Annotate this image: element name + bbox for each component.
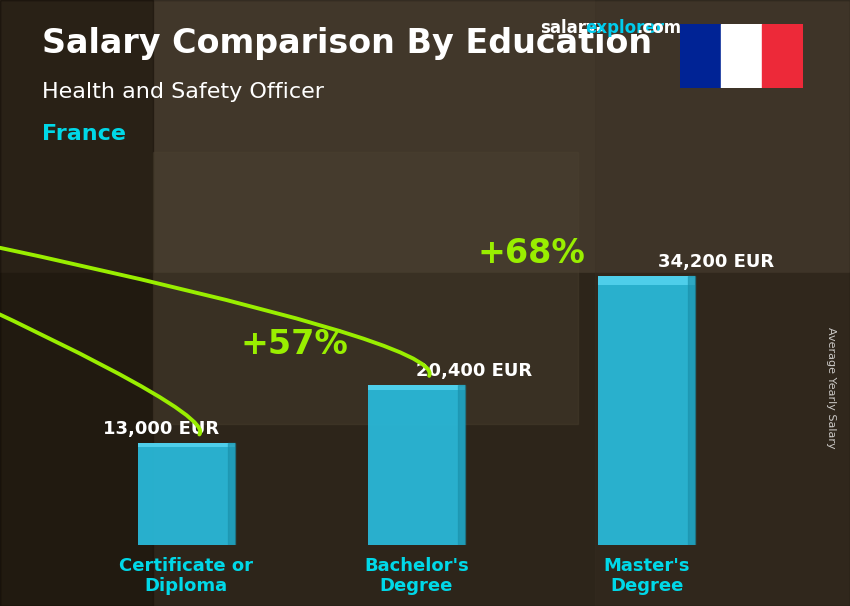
Bar <box>598 276 695 545</box>
Text: .com: .com <box>636 19 681 38</box>
Bar <box>368 385 465 545</box>
Bar <box>688 276 695 545</box>
Bar <box>138 443 235 447</box>
Text: salary: salary <box>540 19 597 38</box>
Bar <box>458 385 465 545</box>
Text: 13,000 EUR: 13,000 EUR <box>103 420 219 438</box>
Bar <box>595 0 850 606</box>
Bar <box>153 152 578 424</box>
Bar <box>680 24 721 88</box>
Bar <box>138 443 235 545</box>
Bar <box>0 0 850 273</box>
Bar <box>762 24 803 88</box>
Text: +68%: +68% <box>478 238 586 270</box>
Text: Health and Safety Officer: Health and Safety Officer <box>42 82 325 102</box>
Bar <box>598 276 695 285</box>
Bar <box>368 385 465 390</box>
Bar <box>0 0 153 606</box>
Text: +57%: +57% <box>241 328 348 361</box>
Text: 20,400 EUR: 20,400 EUR <box>416 362 533 380</box>
Bar <box>0 273 850 606</box>
Text: Salary Comparison By Education: Salary Comparison By Education <box>42 27 653 60</box>
Text: France: France <box>42 124 127 144</box>
Text: explorer: explorer <box>585 19 664 38</box>
Bar <box>721 24 762 88</box>
Text: 34,200 EUR: 34,200 EUR <box>659 253 774 271</box>
Text: Average Yearly Salary: Average Yearly Salary <box>826 327 836 448</box>
Bar <box>228 443 235 545</box>
